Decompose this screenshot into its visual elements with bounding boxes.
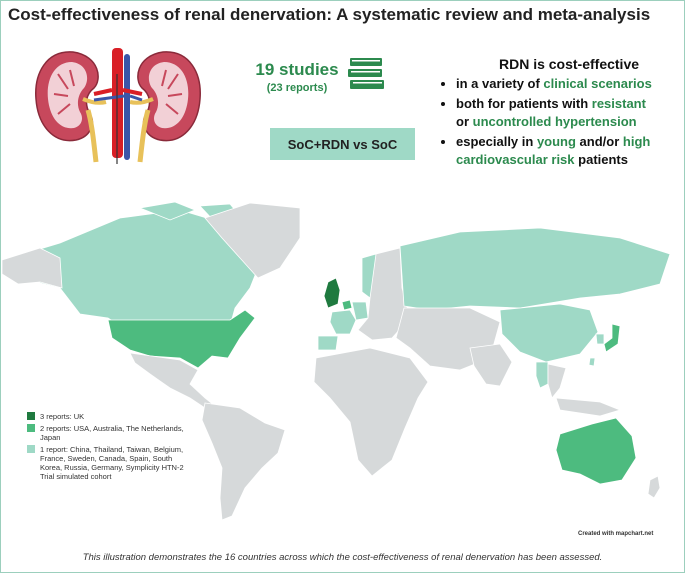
legend-item-one-report: 1 report: China, Thailand, Taiwan, Belgi… xyxy=(27,445,187,481)
map-china xyxy=(499,303,599,363)
map-alaska xyxy=(1,247,63,289)
rdn-conclusion-box: RDN is cost-effective in a variety of cl… xyxy=(440,56,680,171)
books-icon xyxy=(348,58,384,89)
map-canada xyxy=(9,209,263,327)
rdn-bullet-hypertension-cont: or uncontrolled hypertension xyxy=(456,114,637,129)
map-thailand xyxy=(535,361,549,389)
studies-label: 19 studies xyxy=(255,60,339,79)
map-spain xyxy=(317,335,339,351)
rdn-bullet-list: in a variety of clinical scenarios both … xyxy=(440,75,680,168)
map-uk xyxy=(323,277,341,309)
figure-title: Cost-effectiveness of renal denervation:… xyxy=(8,5,651,24)
legend-swatch xyxy=(27,445,35,453)
map-usa xyxy=(107,309,256,369)
map-south-korea xyxy=(595,333,605,345)
map-credit: Created with mapchart.net xyxy=(578,531,654,537)
map-new-zealand xyxy=(647,475,661,499)
legend-item-three-reports: 3 reports: UK xyxy=(27,412,187,421)
legend-swatch xyxy=(27,424,35,432)
aorta-icon xyxy=(93,48,143,164)
left-kidney-icon xyxy=(35,51,107,163)
rdn-heading: RDN is cost-effective xyxy=(498,56,640,72)
map-taiwan xyxy=(588,357,596,367)
studies-count: 19 studies (23 reports) xyxy=(252,60,342,94)
reports-label: (23 reports) xyxy=(266,82,328,94)
rdn-bullet-young-cont: cardiovascular risk patients xyxy=(456,152,628,167)
right-kidney-icon xyxy=(129,51,201,163)
map-south-america xyxy=(201,402,286,521)
map-india xyxy=(469,343,513,387)
map-southeast-asia xyxy=(547,363,622,417)
map-japan xyxy=(603,323,621,353)
map-greenland xyxy=(204,202,301,279)
kidney-illustration xyxy=(35,48,201,164)
rdn-bullet-hypertension: both for patients with resistant xyxy=(456,95,680,112)
map-europe-rest xyxy=(357,247,411,341)
map-africa xyxy=(313,347,429,477)
map-france-belgium xyxy=(329,309,357,335)
legend-swatch xyxy=(27,412,35,420)
comparison-box: SoC+RDN vs SoC xyxy=(270,128,415,160)
map-russia xyxy=(399,227,671,311)
rdn-bullet-scenarios: in a variety of clinical scenarios xyxy=(456,75,680,92)
legend-item-two-reports: 2 reports: USA, Australia, The Netherlan… xyxy=(27,424,187,442)
world-map xyxy=(1,201,671,521)
map-australia xyxy=(555,417,637,485)
map-netherlands xyxy=(341,299,353,311)
rdn-bullet-young: especially in young and/or high xyxy=(456,133,680,150)
map-legend: 3 reports: UK 2 reports: USA, Australia,… xyxy=(27,412,187,484)
figure-caption: This illustration demonstrates the 16 co… xyxy=(82,552,603,563)
